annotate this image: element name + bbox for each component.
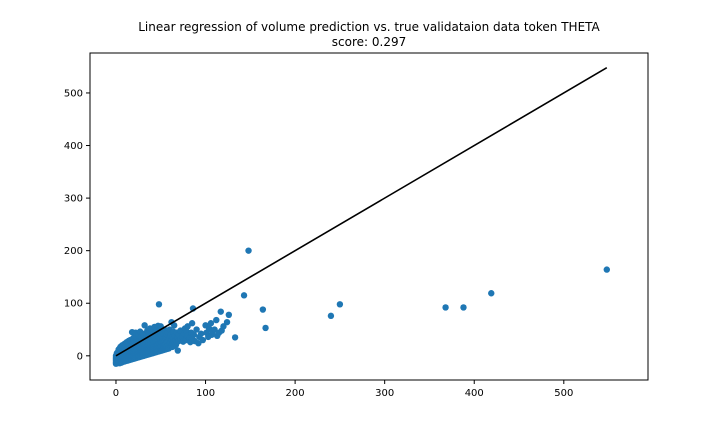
scatter-point <box>245 247 252 254</box>
scatter-point <box>141 322 148 329</box>
scatter-point <box>225 311 233 319</box>
scatter-point <box>442 304 449 311</box>
scatter-point <box>193 326 200 333</box>
y-tick-label: 100 <box>64 299 83 310</box>
scatter-point <box>488 290 495 297</box>
scatter-point <box>184 323 191 330</box>
scatter-point <box>460 304 467 311</box>
chart-title: Linear regression of volume prediction v… <box>138 20 600 34</box>
regression-line-layer <box>115 67 608 357</box>
y-axis: 0 100 200 300 400 500 <box>64 88 90 362</box>
plot-area-frame <box>89 52 649 381</box>
x-tick-label: 0 <box>113 388 119 399</box>
x-tick-label: 200 <box>286 388 305 399</box>
chart-subtitle: score: 0.297 <box>332 35 406 49</box>
scatter-point <box>220 323 227 330</box>
scatter-point <box>327 312 335 320</box>
x-tick-label: 300 <box>375 388 394 399</box>
scatter-point <box>190 331 198 338</box>
y-tick-label: 500 <box>64 88 83 99</box>
scatter-point <box>223 318 231 326</box>
scatter-point <box>213 316 220 324</box>
scatter-point <box>188 320 196 327</box>
scatter-point <box>170 322 178 329</box>
y-tick-label: 0 <box>77 351 83 362</box>
scatter-point <box>211 326 218 333</box>
scatter-point <box>174 347 181 354</box>
scatter-point <box>262 324 269 332</box>
scatter-point <box>231 334 239 341</box>
scatter-point <box>155 301 163 308</box>
scatter-point <box>207 320 215 327</box>
x-tick-label: 500 <box>554 388 573 399</box>
scatter-point <box>199 336 207 344</box>
scatter-point <box>603 266 610 273</box>
x-tick-label: 400 <box>465 388 484 399</box>
y-tick-label: 300 <box>64 194 83 205</box>
y-tick-label: 400 <box>64 141 83 152</box>
scatter-point <box>336 301 344 308</box>
scatter-point <box>259 306 267 313</box>
scatter-point <box>197 330 205 337</box>
regression-line <box>115 67 608 357</box>
scatter-point <box>217 308 224 315</box>
scatter-point <box>195 340 202 347</box>
y-tick-label: 200 <box>64 246 83 257</box>
x-axis: 0 100 200 300 400 500 <box>113 380 573 399</box>
x-tick-label: 100 <box>196 388 215 399</box>
scatter-point <box>240 292 248 299</box>
